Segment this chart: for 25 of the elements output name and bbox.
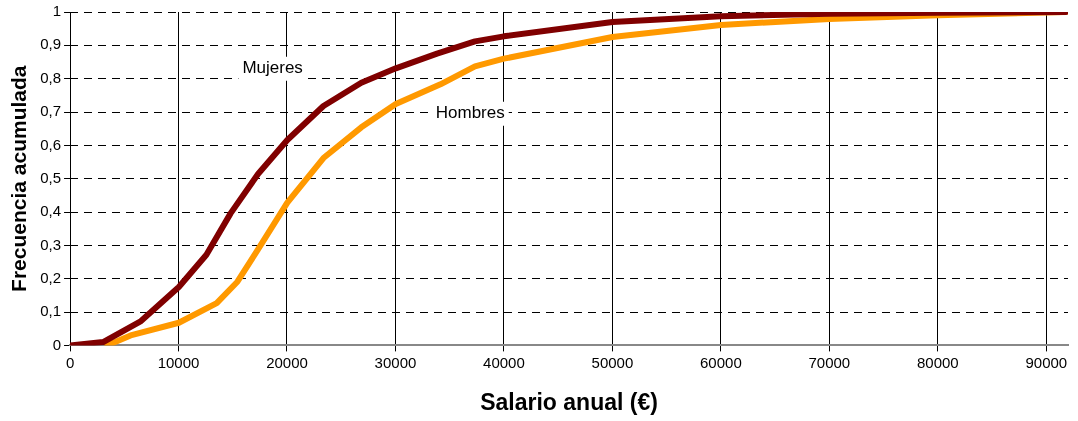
y-tick-label: 0 — [52, 335, 62, 353]
y-tick-label: 0,1 — [40, 302, 62, 320]
x-tick-label: 60000 — [700, 353, 742, 371]
x-tick-label: 70000 — [808, 353, 851, 371]
x-tick-label: 50000 — [591, 353, 634, 371]
x-tick-label: 40000 — [483, 353, 525, 371]
x-tick-label: 0 — [65, 353, 75, 371]
y-tick-label: 0,2 — [40, 268, 62, 286]
y-tick-label: 0,4 — [40, 202, 62, 220]
y-tick-label: 0,6 — [40, 135, 62, 153]
x-tick-label: 30000 — [374, 353, 417, 371]
y-tick-label: 0,3 — [40, 235, 62, 253]
x-tick-label: 90000 — [1025, 353, 1068, 371]
x-tick-label: 20000 — [266, 353, 308, 371]
y-axis-title: Frecuencia acumulada — [7, 65, 31, 292]
y-tick-label: 0,5 — [40, 168, 62, 186]
text: Mujeres — [242, 58, 303, 78]
y-tick-label: 0,9 — [40, 35, 62, 53]
x-tick-label: 10000 — [157, 353, 200, 371]
series-label: Hombres — [435, 103, 505, 123]
y-tick-label: 1 — [52, 2, 62, 20]
x-axis-title: Salario anual (€) — [480, 388, 658, 415]
x-tick-label: 80000 — [916, 353, 959, 371]
y-tick-label: 0,8 — [40, 68, 62, 86]
y-tick-label: 0,7 — [40, 102, 62, 120]
